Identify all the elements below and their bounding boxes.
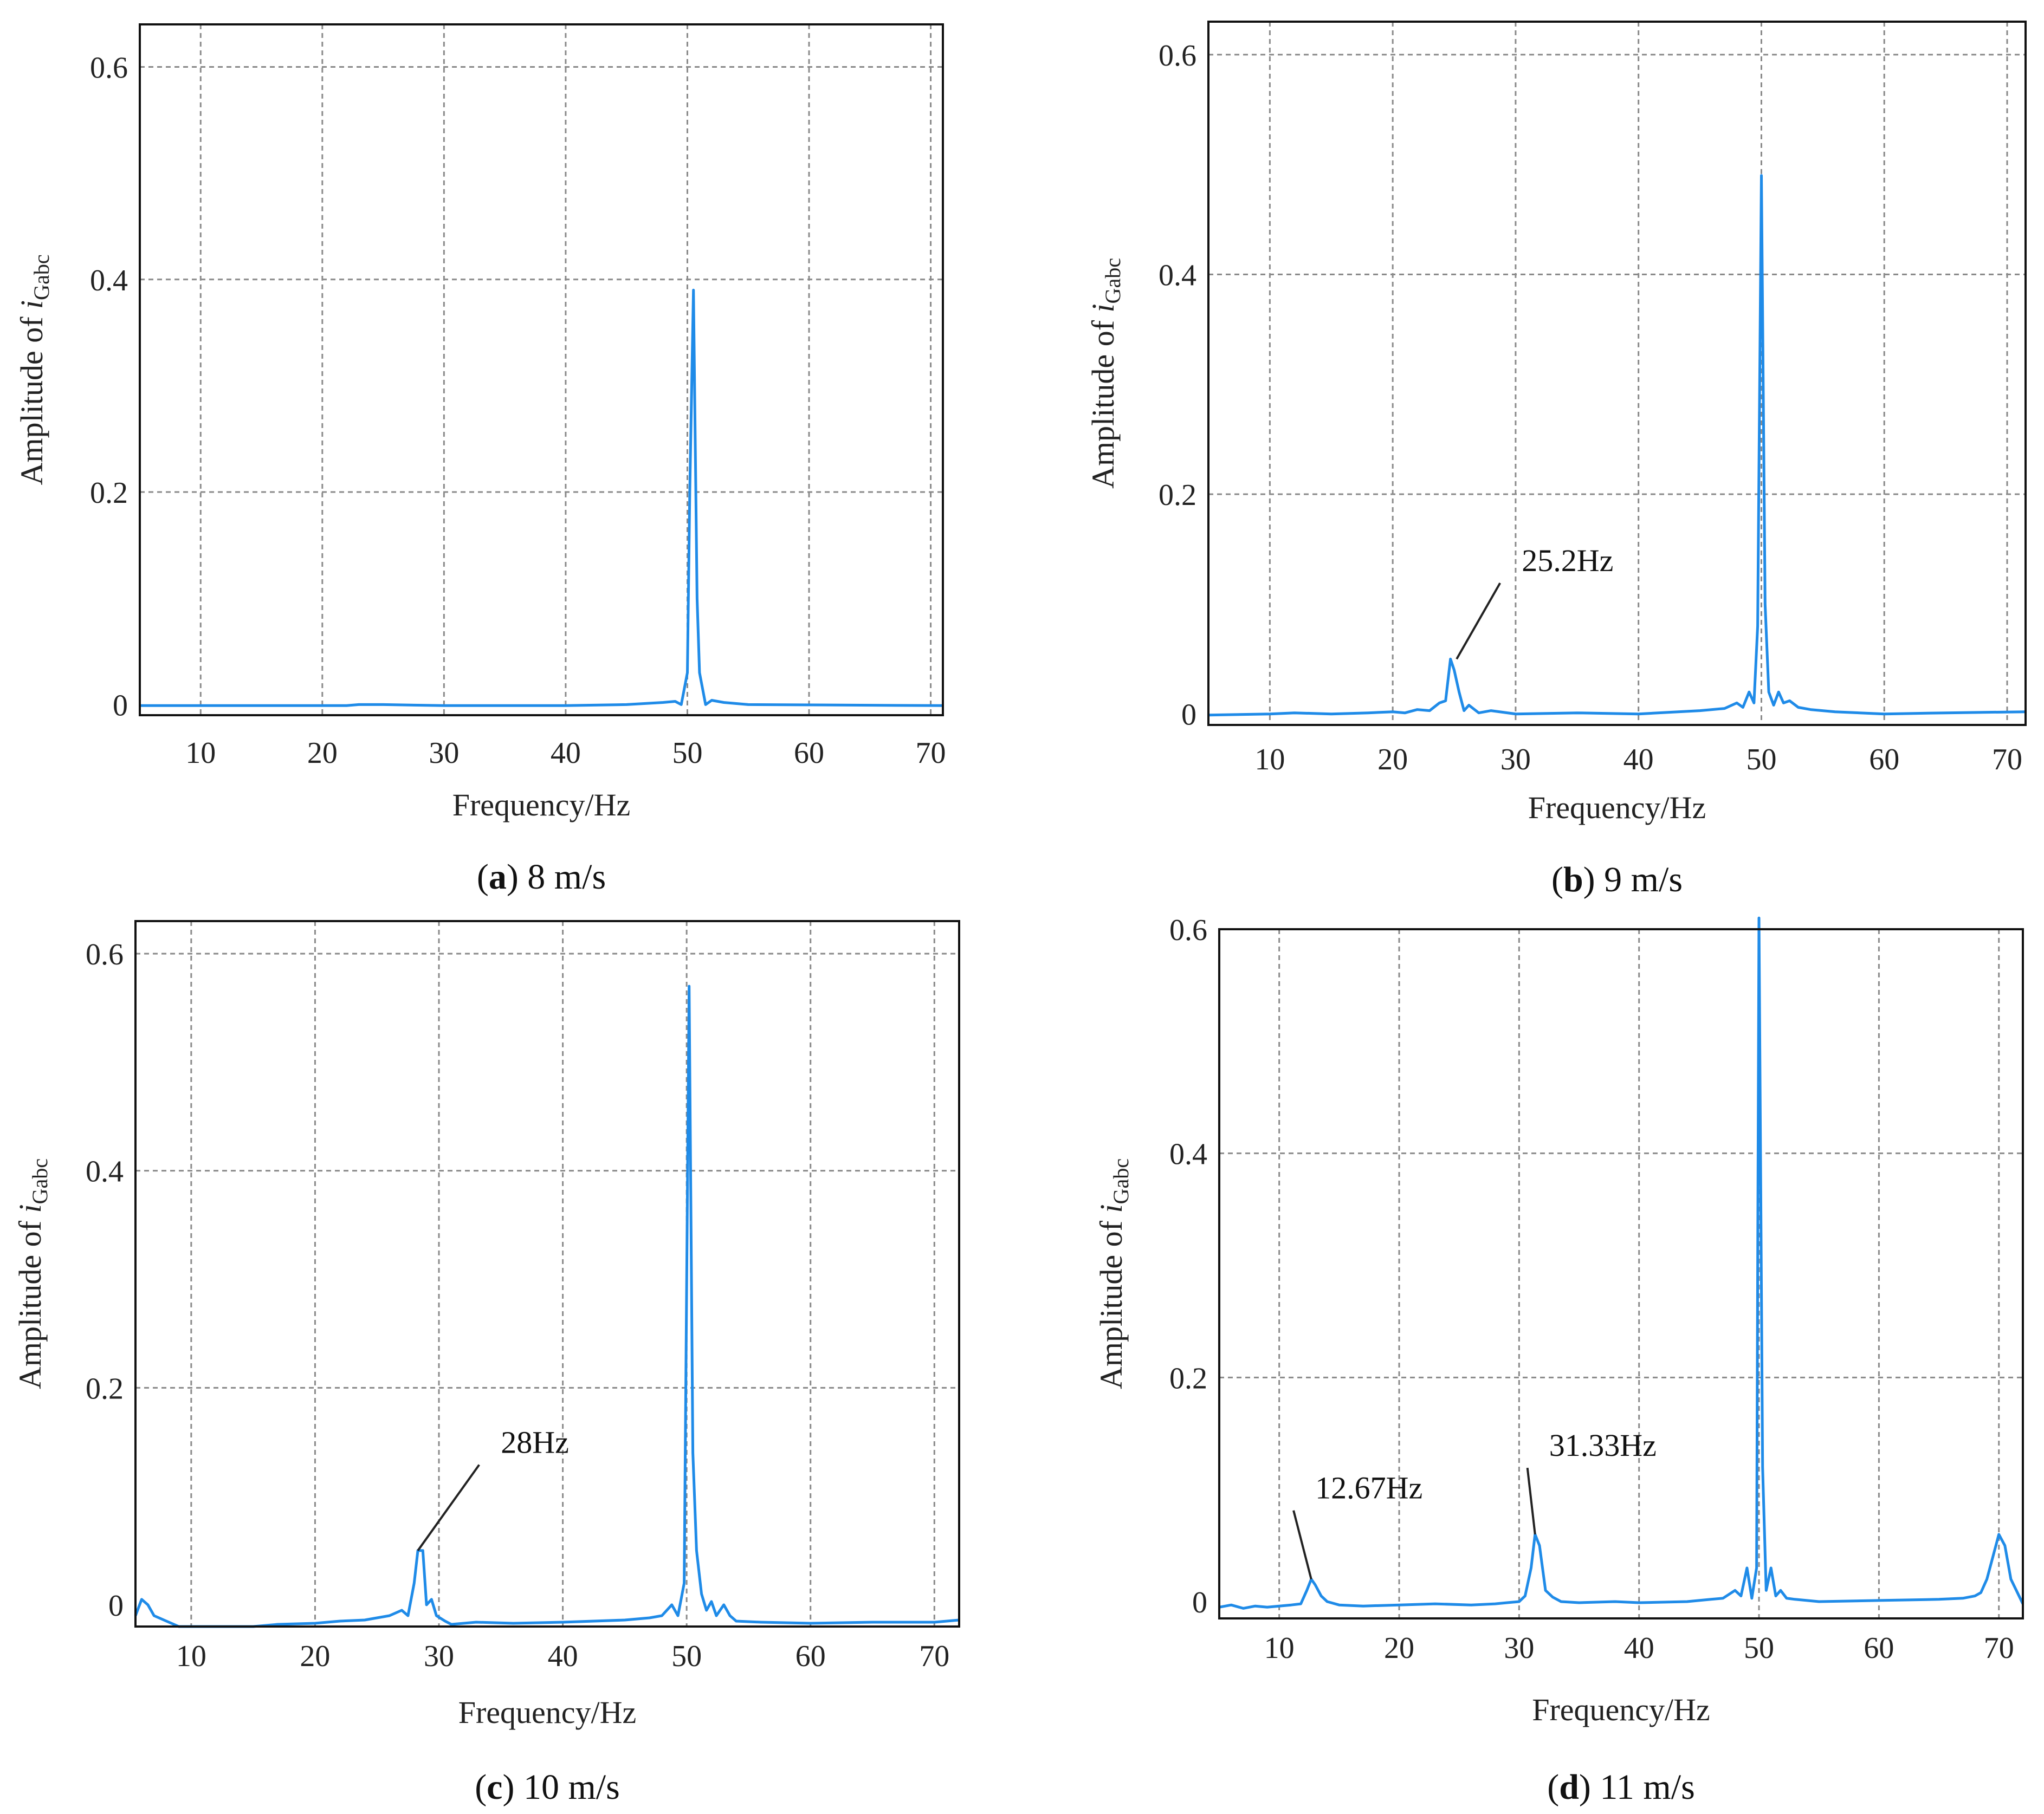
chart-panel-a: 10 20 30 40 50 60 70 0 0.2 0.4 0.6 Frequency/Hz Ampl… <box>14 23 946 897</box>
x-tick-label: 60 <box>794 736 824 770</box>
x-tick-label: 10 <box>1264 1631 1295 1665</box>
x-tick-label: 60 <box>1864 1631 1894 1665</box>
x-tick-label: 20 <box>1384 1631 1414 1665</box>
x-tick-label: 10 <box>1254 743 1285 776</box>
y-tick-label: 0.6 <box>86 938 124 971</box>
series-line-a <box>140 288 943 707</box>
x-tick-label: 70 <box>919 1640 949 1673</box>
x-tick-label: 60 <box>795 1640 826 1673</box>
plot-frame <box>139 23 944 716</box>
y-tick-label: 0.4 <box>90 264 128 297</box>
y-tick-label: 0.4 <box>1159 258 1196 292</box>
y-tick-label: 0 <box>108 1589 124 1623</box>
annotation-label: 31.33Hz <box>1549 1428 1657 1463</box>
x-tick-label: 20 <box>300 1640 330 1673</box>
chart-panel-b: 10 20 30 40 50 60 70 0 0.2 0.4 0.6 25.2Hz Frequency/… <box>1085 21 2027 899</box>
annotation-leader <box>1456 582 1501 660</box>
x-tick-label: 50 <box>1744 1631 1774 1665</box>
y-axis-label: Amplitude of iGabc <box>1085 258 1125 489</box>
plot-frame <box>134 920 960 1628</box>
x-tick-label: 20 <box>307 736 338 770</box>
x-tick-label: 20 <box>1377 743 1408 776</box>
y-tick-label: 0.2 <box>1169 1362 1207 1395</box>
y-tick-label: 0.2 <box>86 1372 124 1405</box>
y-tick-label: 0.6 <box>90 51 128 85</box>
plot-frame <box>1218 928 2024 1619</box>
x-tick-label: 30 <box>1500 743 1531 776</box>
x-tick-label: 50 <box>672 736 702 770</box>
x-tick-label: 70 <box>916 736 946 770</box>
x-axis-label: Frequency/Hz <box>458 1695 637 1730</box>
y-tick-label: 0 <box>1181 698 1196 732</box>
y-axis-label: Amplitude of iGabc <box>1094 1158 1133 1389</box>
x-axis-label: Frequency/Hz <box>1528 790 1706 825</box>
x-tick-label: 30 <box>424 1640 454 1673</box>
x-tick-label: 30 <box>1504 1631 1534 1665</box>
y-tick-label: 0.2 <box>1159 478 1196 512</box>
chart-panel-c: 10 20 30 40 50 60 70 0 0.2 0.4 0.6 28Hz Frequency/Hz… <box>12 920 960 1807</box>
x-tick-label: 10 <box>185 736 216 770</box>
panel-caption: (d) 11 m/s <box>1547 1767 1695 1807</box>
x-axis-label: Frequency/Hz <box>452 787 631 822</box>
x-tick-label: 40 <box>551 736 581 770</box>
x-tick-label: 40 <box>548 1640 578 1673</box>
annotation-label: 28Hz <box>501 1425 569 1460</box>
y-tick-label: 0.2 <box>90 476 128 510</box>
panel-caption: (c) 10 m/s <box>475 1767 620 1807</box>
y-tick-label: 0.6 <box>1159 39 1196 73</box>
plot-frame <box>1207 21 2027 726</box>
x-tick-label: 50 <box>1746 743 1776 776</box>
x-tick-label: 40 <box>1624 1631 1654 1665</box>
x-tick-label: 10 <box>176 1640 206 1673</box>
x-tick-label: 70 <box>1992 743 2022 776</box>
annotation-label: 12.67Hz <box>1315 1470 1422 1506</box>
y-tick-label: 0 <box>1192 1586 1207 1619</box>
x-axis-label: Frequency/Hz <box>1532 1692 1710 1727</box>
y-axis-label: Amplitude of iGabc <box>12 1158 52 1389</box>
x-tick-label: 60 <box>1869 743 1899 776</box>
y-tick-label: 0.4 <box>1169 1138 1207 1171</box>
annotation-leader <box>1292 1510 1312 1580</box>
panel-caption: (b) 9 m/s <box>1551 860 1683 899</box>
y-tick-label: 0 <box>113 689 128 722</box>
x-tick-label: 70 <box>1984 1631 2014 1665</box>
annotation-label: 25.2Hz <box>1522 543 1613 578</box>
series-line-d <box>1219 916 2024 1610</box>
series-line-c <box>134 984 960 1628</box>
series-line-b <box>1208 174 2026 717</box>
y-tick-label: 0.6 <box>1169 914 1207 947</box>
x-tick-label: 50 <box>671 1640 702 1673</box>
annotation-leader <box>417 1464 480 1551</box>
x-tick-label: 40 <box>1623 743 1654 776</box>
x-tick-label: 30 <box>429 736 459 770</box>
y-tick-label: 0.4 <box>86 1155 124 1189</box>
panel-caption: (a) 8 m/s <box>477 857 606 897</box>
chart-panel-d: 10 20 30 40 50 60 70 0 0.2 0.4 0.6 12.67Hz 31.33Hz Fr… <box>1094 914 2024 1807</box>
y-axis-label: Amplitude of iGabc <box>14 255 54 485</box>
annotation-leader <box>1526 1467 1536 1535</box>
